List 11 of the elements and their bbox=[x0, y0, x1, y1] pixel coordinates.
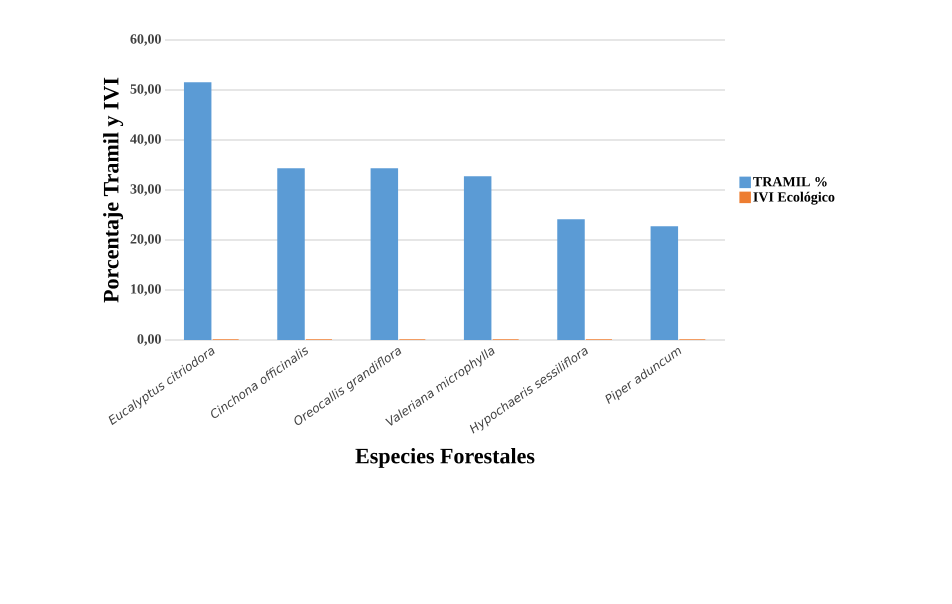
y-tick-label: 20,00 bbox=[130, 234, 161, 246]
x-axis-title: Especies Forestales bbox=[355, 448, 534, 468]
y-tick-label: 50,00 bbox=[130, 84, 161, 96]
y-tick-label: 10,00 bbox=[131, 284, 161, 296]
y-tick-label: 60,00 bbox=[130, 34, 161, 46]
y-tick-label: 30,00 bbox=[130, 184, 161, 196]
legend-label: IVI Ecológico bbox=[753, 192, 834, 205]
y-axis-title: Porcentaje Tramil y IVI bbox=[103, 78, 124, 303]
y-tick-label: 0,00 bbox=[138, 334, 161, 346]
y-tick-label: 40,00 bbox=[130, 134, 161, 146]
legend-label: TRAMIL % bbox=[753, 176, 827, 186]
